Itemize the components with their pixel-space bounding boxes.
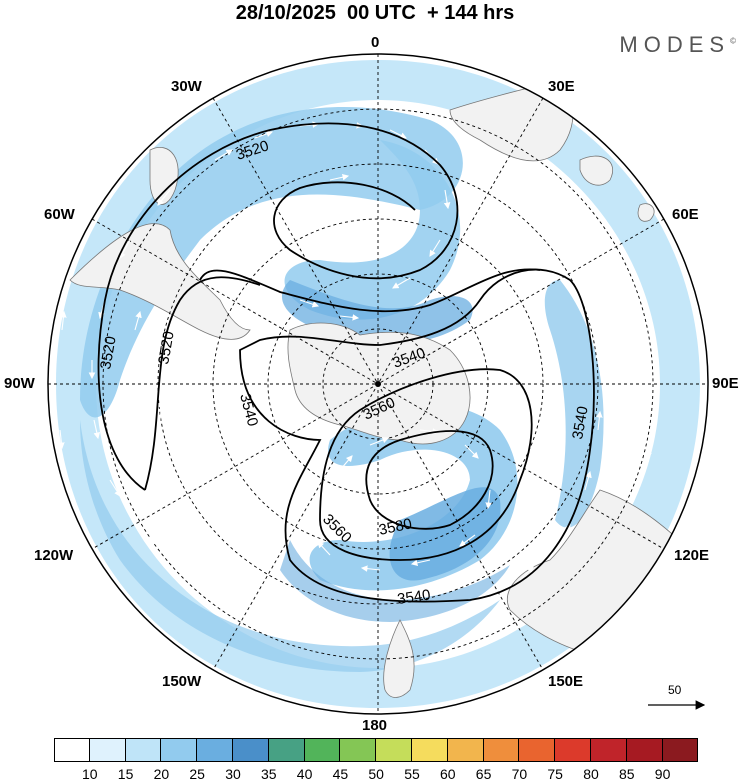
- colorbar-label: 25: [189, 766, 205, 782]
- colorbar-label: 60: [440, 766, 456, 782]
- contour-label: 3540: [396, 586, 431, 607]
- lon-label-150w: 150W: [162, 673, 202, 690]
- contour-label: 3540: [569, 405, 592, 441]
- lon-label-150e: 150E: [548, 673, 584, 690]
- colorbar-swatch: [590, 738, 627, 762]
- colorbar-swatch: [519, 738, 556, 762]
- reference-arrow-icon: [648, 700, 706, 710]
- lon-label-120w: 120W: [34, 547, 74, 564]
- brand-name: MODES: [619, 32, 731, 57]
- colorbar-swatch: [483, 738, 520, 762]
- contour-3540-loop: [239, 268, 595, 603]
- map-title: 28/10/2025 00 UTC + 144 hrs: [235, 2, 515, 24]
- height-contours: [97, 122, 595, 603]
- colorbar-swatch: [125, 738, 162, 762]
- colorbar-swatch: [197, 738, 233, 762]
- colorbar-label: 30: [225, 766, 241, 782]
- colorbar-swatch: [54, 738, 90, 762]
- contour-3520-west: [97, 122, 459, 491]
- reference-vector: 50: [648, 683, 708, 723]
- island-indian-ocean: [637, 203, 655, 222]
- colorbar-label: 45: [332, 766, 349, 782]
- colorbar-label: 20: [153, 766, 170, 782]
- polar-stereographic-map: 3520 3520 3520 3540 3540 3540 3540 3560 …: [47, 53, 709, 715]
- map-boundary: [47, 53, 709, 715]
- colorbar-swatch: [411, 738, 448, 762]
- colorbar-swatch: [268, 738, 305, 762]
- contour-label: 3580: [377, 515, 413, 539]
- colorbar-swatch: [232, 738, 269, 762]
- colorbar-swatch: [447, 738, 484, 762]
- lon-label-30e: 30E: [548, 78, 575, 95]
- brand-copyright: ©: [730, 36, 736, 46]
- contour-label: 3520: [155, 330, 178, 366]
- colorbar-label: 90: [654, 766, 671, 782]
- contour-3520-inner: [144, 276, 261, 491]
- south-america-north: [149, 147, 179, 205]
- south-america: [69, 223, 251, 340]
- colorbar-label: 40: [296, 766, 313, 782]
- colorbar-label: 85: [619, 766, 635, 782]
- brand-logo: MODES©: [619, 32, 736, 58]
- colorbar-label: 35: [261, 766, 277, 782]
- colorbar: [54, 738, 699, 764]
- reference-vector-label: 50: [668, 683, 682, 697]
- lon-label-60e: 60E: [672, 206, 699, 223]
- colorbar-label: 80: [583, 766, 599, 782]
- lon-label-180: 180: [362, 717, 388, 734]
- new-zealand: [383, 619, 415, 698]
- colorbar-swatch: [626, 738, 663, 762]
- colorbar-label: 15: [117, 766, 134, 782]
- colorbar-swatch: [662, 738, 699, 762]
- lon-label-30w: 30W: [171, 78, 202, 95]
- lon-label-60w: 60W: [44, 206, 75, 223]
- lon-label-90w: 90W: [4, 375, 35, 392]
- colorbar-label: 65: [475, 766, 492, 782]
- contour-3540-upper: [199, 268, 541, 313]
- contour-3560: [319, 368, 533, 561]
- colorbar-swatch: [161, 738, 198, 762]
- colorbar-label: 50: [368, 766, 384, 782]
- africa: [449, 79, 574, 162]
- colorbar-swatch: [304, 738, 341, 762]
- contour-3580: [365, 430, 494, 530]
- lon-label-90e: 90E: [712, 375, 739, 392]
- colorbar-swatch: [555, 738, 591, 762]
- colorbar-swatch: [340, 738, 377, 762]
- colorbar-label: 55: [404, 766, 420, 782]
- south-pole-marker: [375, 381, 381, 387]
- lon-label-120e: 120E: [674, 547, 710, 564]
- colorbar-swatch: [376, 738, 412, 762]
- madagascar: [579, 155, 613, 186]
- contour-label: 3540: [236, 392, 261, 429]
- contour-label: 3520: [97, 335, 120, 371]
- colorbar-swatch: [89, 738, 126, 762]
- colorbar-label: 70: [511, 766, 528, 782]
- colorbar-label: 75: [547, 766, 563, 782]
- lon-label-0: 0: [371, 34, 380, 51]
- colorbar-label: 10: [82, 766, 98, 782]
